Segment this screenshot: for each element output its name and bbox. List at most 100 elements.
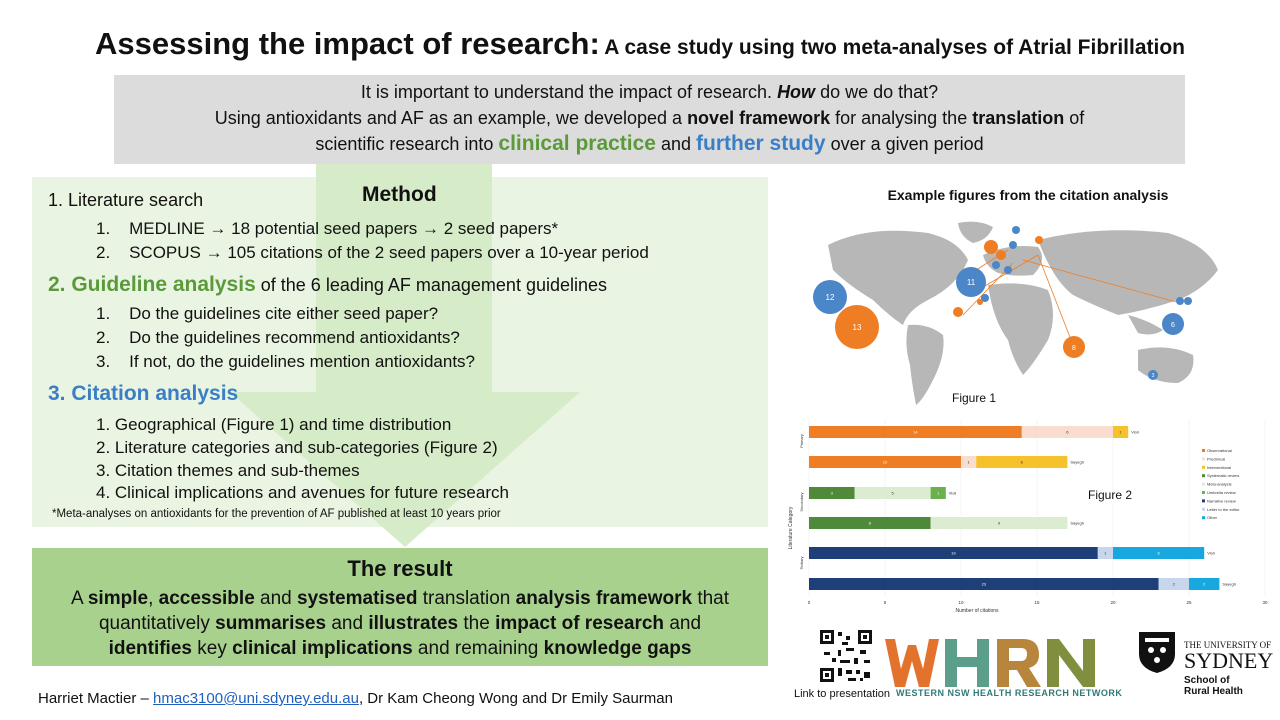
bar-segment [809,487,855,499]
legend-swatch [1202,499,1205,503]
legend-label: Observational [1207,448,1232,453]
map-bubbles: 12 13 11 8 6 3 [813,226,1192,380]
result-panel: The result A simple, accessible and syst… [32,548,768,666]
row-label: Sayegh [1222,582,1236,587]
bubble-small [1176,297,1184,305]
data-label: 6 [1066,430,1069,435]
data-label: 1 [967,460,970,465]
bubble-small [1012,226,1020,234]
bubble-small [1035,236,1043,244]
group-label: Tertiary [799,556,804,569]
figure-1-label: Figure 1 [952,391,997,405]
method-content: Method 1. Literature search 1. MEDLINE →… [32,177,768,527]
bar-segment [809,456,961,468]
legend-swatch [1202,516,1205,520]
row-label: Sayegh [1070,521,1084,526]
south-america-shape [906,324,944,405]
data-label: 9 [998,521,1001,526]
school-name: School of Rural Health [1184,675,1243,697]
bubble-12 [813,280,847,314]
row-label: Sayegh [1070,460,1084,465]
bubble-label: 12 [826,293,835,302]
data-label: 2 [1173,582,1176,587]
section-citation-analysis: 3. Citation analysis [48,382,239,405]
bar-segment [809,547,1098,559]
x-tick-label: 15 [1034,600,1040,605]
bubble-small [996,250,1006,260]
method-title: Method [362,183,437,206]
group-label: Primary [799,434,804,448]
result-body: A simple, accessible and systematised tr… [70,588,730,659]
data-label: 5 [891,491,894,496]
data-label: 19 [951,551,956,556]
title-main: Assessing the impact of research: [95,26,600,61]
qr-label: Link to presentation [794,688,891,700]
x-axis-label: Number of citations [955,608,999,614]
arrow-head [230,392,580,547]
data-label: 1 [1119,430,1122,435]
list-item: 3. If not, do the guidelines mention ant… [96,352,475,371]
result-title: The result [347,556,453,581]
x-tick-label: 10 [958,600,964,605]
data-label: 6 [1157,551,1160,556]
bubble-label: 8 [1072,345,1076,352]
legend-swatch [1202,491,1205,494]
row-label: Violi [949,491,957,496]
figure-2-label: Figure 2 [1088,488,1133,502]
landmasses [828,221,1218,405]
data-label: 6 [1021,460,1024,465]
whrn-subtitle: WESTERN NSW HEALTH RESEARCH NETWORK [896,688,1123,698]
x-tick-label: 30 [1262,600,1268,605]
group-label: Secondary [799,492,804,511]
bubble-label: 13 [853,323,862,332]
data-label: 23 [982,582,987,587]
bar-segment [930,517,1068,529]
bar-segment [854,487,931,499]
australia-shape [1138,347,1194,383]
list-item: 2. Do the guidelines recommend antioxida… [96,328,460,347]
bubble-13 [835,305,879,349]
bar-segment [809,426,1022,438]
poster-title: Assessing the impact of research: A case… [0,26,1280,62]
authors: Harriet Mactier – hmac3100@uni.sdyney.ed… [38,690,673,707]
qr-code-icon[interactable] [820,630,872,682]
x-tick-label: 0 [808,600,811,605]
legend-label: Preclinical [1207,456,1225,461]
bubble-small [992,261,1000,269]
legend-swatch [1202,449,1205,452]
bar-segment [961,456,977,468]
bubble-small [977,299,983,305]
legend-swatch [1202,457,1205,461]
data-label: 14 [913,430,918,435]
x-tick-label: 20 [1110,600,1116,605]
list-item: 4. Clinical implications and avenues for… [96,483,509,502]
bubble-label: 3 [1152,373,1155,379]
bubble-3 [1148,370,1158,380]
bubble-8 [1063,336,1085,358]
legend-label: Umbrella review [1207,490,1236,495]
list-item: 3. Citation themes and sub-themes [96,461,360,480]
bubble-label: 6 [1171,322,1175,329]
bubble-label: 11 [967,278,976,287]
legend-swatch [1202,465,1205,469]
legend-label: Systematic review [1207,473,1239,478]
legend-label: Letter to the editor [1207,507,1240,512]
data-label: 10 [883,460,888,465]
bar-segment [1097,547,1113,559]
bar-segment [1021,426,1113,438]
bubble-small [984,240,998,254]
email-link[interactable]: hmac3100@uni.sdyney.edu.au [153,690,359,707]
legend-label: Interventional [1207,465,1231,470]
whrn-logo [885,639,1095,687]
bar-segment [1113,547,1205,559]
section-guideline-analysis: 2. Guideline analysis of the 6 leading A… [48,273,608,296]
whrn-letters [885,639,1095,687]
arrow-shaft [316,164,492,392]
data-label: 3 [831,491,834,496]
bar-segment [1158,578,1189,590]
bar-segment [1189,578,1220,590]
data-label: 8 [869,521,872,526]
university-line-1: THE UNIVERSITY OF [1184,640,1272,650]
legend-swatch [1202,482,1205,486]
title-sub: A case study using two meta-analyses of … [604,36,1185,59]
